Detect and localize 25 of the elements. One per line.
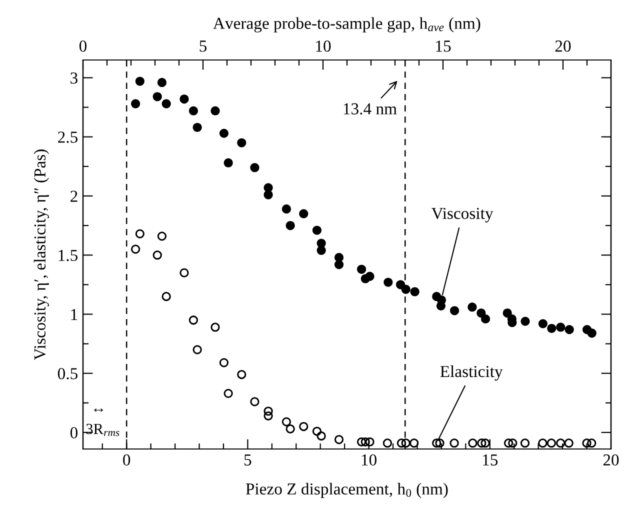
y-axis-title: Viscosity, η′, elasticity, η″ (Pas): [34, 150, 49, 360]
x-tick-label: 20: [603, 454, 619, 466]
y-tick-label: 0.5: [58, 368, 78, 380]
y-tick-label: 2: [70, 190, 78, 202]
annotation: Viscosity: [431, 208, 494, 222]
x2-tick-label: 10: [316, 40, 331, 52]
x2-tick-label: 0: [79, 40, 87, 52]
x-tick-label: 5: [244, 454, 252, 466]
x-tick-label: 15: [483, 454, 498, 466]
x-tick-label: 10: [362, 454, 376, 466]
x-axis-title: Piezo Z displacement, h$_{0}$ (nm): [246, 482, 448, 498]
x2-tick-label: 20: [555, 40, 571, 52]
y-tick-label: 0: [70, 427, 78, 438]
x-tick-label: 0: [123, 454, 130, 466]
annotation: Elasticity: [440, 365, 503, 381]
x2-tick-label: 15: [436, 40, 451, 52]
annotation: ↔: [94, 408, 104, 412]
annotation: 3R$_{rms}$: [86, 424, 120, 436]
y-tick-label: 1.5: [58, 250, 78, 262]
y-tick-label: 2.5: [58, 132, 78, 143]
y-tick-label: 1: [71, 308, 78, 320]
x2-tick-label: 5: [200, 40, 207, 52]
y-tick-label: 3: [70, 72, 78, 84]
annotation: 13.4 nm: [344, 103, 397, 115]
x2-axis-title: Average probe-to-sample gap, h$_{ave}$ (nm): [213, 17, 480, 32]
